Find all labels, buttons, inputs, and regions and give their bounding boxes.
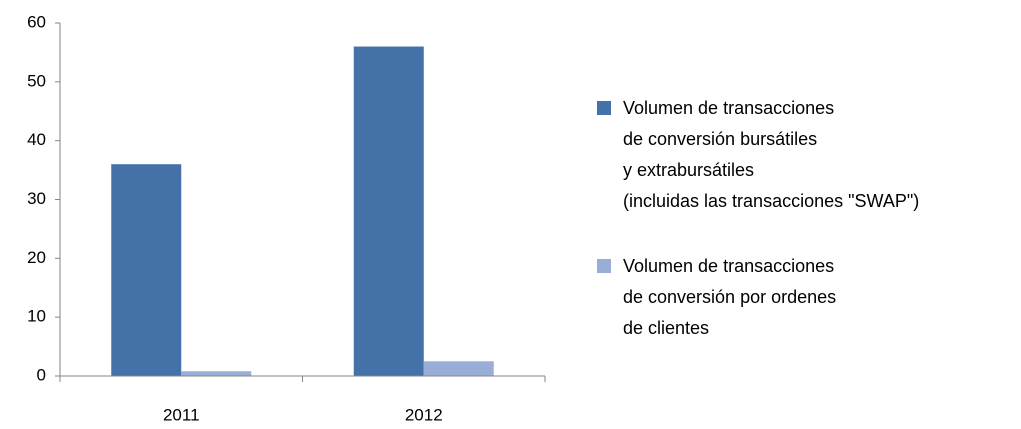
- y-tick-label: 50: [27, 71, 46, 90]
- y-tick-label: 0: [37, 365, 46, 384]
- legend-label: Volumen de transacciones de conversión b…: [623, 98, 920, 211]
- y-tick-label: 40: [27, 130, 46, 149]
- y-tick-label: 10: [27, 307, 46, 326]
- legend-label: Volumen de transacciones de conversión p…: [623, 256, 837, 338]
- legend-swatch: [597, 101, 611, 115]
- bar: [353, 46, 424, 377]
- bar: [181, 371, 252, 376]
- bar: [111, 164, 182, 376]
- y-tick-label: 60: [27, 12, 46, 31]
- x-tick-label: 2011: [163, 405, 200, 424]
- x-tick-label: 2012: [405, 405, 443, 424]
- legend-swatch: [597, 259, 611, 273]
- y-tick-label: 30: [27, 189, 46, 208]
- bar: [423, 361, 494, 376]
- y-tick-label: 20: [27, 248, 46, 267]
